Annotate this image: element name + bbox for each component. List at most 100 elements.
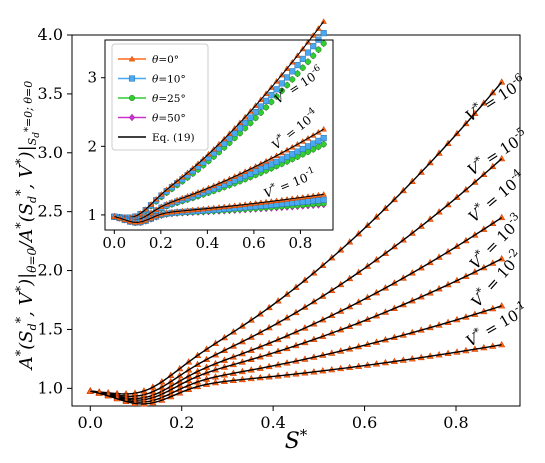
- inset-marker: [263, 97, 270, 104]
- inset-marker: [278, 80, 285, 87]
- inset-fit-line: [114, 193, 324, 223]
- x-tick-label: 0.8: [443, 413, 468, 432]
- x-axis-label: S*: [285, 426, 308, 454]
- inset-marker: [299, 151, 306, 158]
- inset-y-tick-label: 1: [87, 206, 97, 224]
- inset-marker: [320, 196, 327, 203]
- inset-marker: [247, 170, 254, 177]
- inset-legend: θ=0° θ=10° θ=25° θ=50° Eq. (19): [111, 43, 209, 151]
- inset-marker: [252, 114, 259, 121]
- inset-y-tick-label: 2: [87, 137, 97, 155]
- inset-marker: [289, 199, 296, 207]
- inset-marker: [315, 197, 322, 204]
- inset-marker: [294, 148, 301, 155]
- inset-y-tick-label: 3: [87, 69, 97, 87]
- main-fit-line: [90, 216, 503, 400]
- inset-marker: [320, 18, 327, 24]
- inset-group: [111, 191, 327, 227]
- inset-marker: [294, 153, 301, 160]
- inset-marker: [278, 156, 285, 163]
- inset-marker: [299, 55, 306, 62]
- inset-marker: [247, 114, 254, 121]
- inset-marker: [320, 141, 327, 148]
- inset-marker: [263, 104, 270, 111]
- inset-x-tick-label: 0.0: [102, 234, 126, 252]
- legend-box: [111, 43, 209, 151]
- inset-marker: [310, 52, 317, 59]
- legend-label: θ=25°: [152, 93, 186, 105]
- inset-marker: [242, 125, 249, 132]
- main-marker: [498, 340, 506, 348]
- inset-marker: [263, 163, 270, 170]
- inset-marker: [315, 143, 322, 150]
- inset-x-tick-label: 0.6: [242, 234, 266, 252]
- inset-marker: [304, 198, 312, 205]
- inset-series-layer: [111, 18, 327, 227]
- inset-marker: [310, 197, 317, 204]
- y-tick-label: 3.5: [38, 84, 63, 103]
- inset-marker: [252, 168, 259, 175]
- y-axis-label: A*(Sd*, V*)|θ=0/A*(Sd*, V*)|Sd*=0; θ=0: [14, 81, 42, 371]
- inset-marker: [289, 68, 296, 75]
- inset-marker: [252, 109, 259, 116]
- main-tick-layer: 0.0 0.2 0.4 0.6 0.8 1.0 1.5 2.0 2.5 3.0 3.5 4.0: [38, 25, 469, 432]
- main-fit-line: [90, 258, 503, 401]
- legend-label: θ=0°: [152, 54, 179, 66]
- x-tick-label: 0.2: [169, 413, 194, 432]
- main-fit-line: [90, 81, 503, 395]
- inset-marker: [128, 94, 136, 102]
- inset-marker: [315, 137, 322, 144]
- inset-x-tick-label: 0.4: [195, 234, 219, 252]
- inset-fit-line: [114, 21, 325, 219]
- inset-marker: [231, 130, 238, 137]
- main-series: [86, 254, 506, 403]
- legend-label: θ=10°: [152, 74, 186, 86]
- inset-marker: [299, 145, 306, 153]
- inset-marker: [310, 146, 317, 153]
- main-annotation-layer: V* = 10-6V* = 10-5V* = 10-4V* = 10-3V* =…: [461, 71, 532, 351]
- inset-marker: [268, 161, 275, 168]
- inset-marker: [320, 30, 327, 37]
- y-tick-label: 4.0: [38, 25, 63, 44]
- main-fit-line: [90, 305, 502, 403]
- inset-marker: [268, 98, 275, 105]
- x-tick-label: 0.4: [260, 413, 285, 432]
- main-marker: [498, 302, 506, 309]
- inset-marker: [320, 40, 327, 47]
- main-series: [86, 340, 506, 407]
- y-tick-label: 2.0: [38, 261, 63, 280]
- inset-marker: [304, 148, 312, 155]
- inset-marker: [304, 143, 312, 150]
- main-series-layer: [86, 78, 506, 407]
- inset-marker: [289, 151, 296, 158]
- inset-marker: [257, 103, 264, 110]
- main-axes-frame: [71, 34, 521, 407]
- inset-marker: [257, 109, 264, 116]
- inset-fit-line: [114, 128, 324, 221]
- x-tick-label: 0.0: [78, 413, 103, 432]
- inset-marker: [310, 140, 317, 147]
- inset-marker: [247, 120, 254, 127]
- inset-tick-layer: 0.0 0.2 0.4 0.6 0.8 1 2 3: [87, 69, 312, 252]
- y-tick-label: 1.0: [38, 378, 63, 397]
- inset-marker: [273, 158, 280, 165]
- inset-marker: [226, 135, 233, 142]
- inset-marker: [128, 113, 136, 122]
- inset-x-tick-label: 0.8: [288, 234, 312, 252]
- inset-marker: [284, 74, 291, 81]
- inset-marker: [128, 75, 136, 82]
- legend-label: θ=50°: [152, 113, 186, 125]
- main-fit-line: [90, 344, 502, 405]
- y-tick-label: 2.5: [38, 202, 63, 221]
- inset-marker: [294, 70, 301, 77]
- y-tick-label: 3.0: [38, 143, 63, 162]
- inset-x-tick-label: 0.2: [149, 234, 173, 252]
- x-tick-label: 0.6: [352, 413, 377, 432]
- inset-marker: [257, 166, 264, 173]
- inset-group: [111, 125, 327, 225]
- legend-label: Eq. (19): [152, 132, 195, 144]
- inset-marker: [284, 153, 291, 160]
- main-series-label: V* = 10-5: [463, 125, 532, 180]
